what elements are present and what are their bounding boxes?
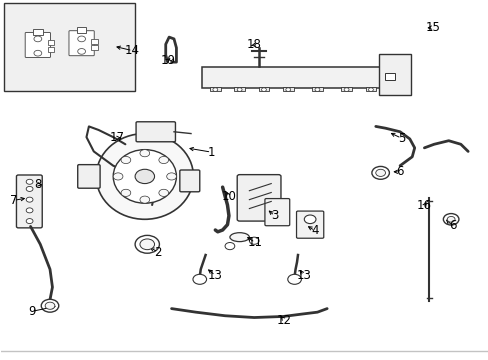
Text: 5: 5 bbox=[397, 132, 405, 145]
Text: 9: 9 bbox=[28, 305, 35, 318]
Circle shape bbox=[34, 50, 41, 56]
Circle shape bbox=[113, 173, 122, 180]
Circle shape bbox=[344, 88, 348, 91]
Circle shape bbox=[159, 189, 168, 197]
FancyBboxPatch shape bbox=[180, 170, 200, 192]
FancyBboxPatch shape bbox=[237, 175, 281, 221]
Circle shape bbox=[26, 197, 33, 202]
Circle shape bbox=[212, 88, 217, 91]
Text: 4: 4 bbox=[311, 224, 318, 237]
Circle shape bbox=[135, 169, 154, 184]
Text: 18: 18 bbox=[246, 39, 261, 51]
Circle shape bbox=[121, 189, 130, 197]
Text: 19: 19 bbox=[160, 54, 175, 67]
Circle shape bbox=[26, 186, 33, 192]
Circle shape bbox=[78, 49, 85, 54]
Text: 10: 10 bbox=[221, 190, 236, 203]
Circle shape bbox=[371, 166, 388, 179]
FancyBboxPatch shape bbox=[365, 87, 375, 91]
Text: 17: 17 bbox=[109, 131, 124, 144]
Circle shape bbox=[41, 299, 59, 312]
Circle shape bbox=[135, 235, 159, 253]
Circle shape bbox=[159, 157, 168, 163]
Circle shape bbox=[237, 88, 242, 91]
Text: 3: 3 bbox=[270, 209, 278, 222]
FancyBboxPatch shape bbox=[91, 45, 98, 50]
FancyBboxPatch shape bbox=[69, 31, 94, 56]
Ellipse shape bbox=[113, 150, 176, 203]
Circle shape bbox=[224, 243, 234, 249]
FancyBboxPatch shape bbox=[234, 87, 244, 91]
Text: 2: 2 bbox=[154, 246, 162, 258]
Circle shape bbox=[368, 88, 372, 91]
FancyBboxPatch shape bbox=[78, 165, 100, 188]
FancyBboxPatch shape bbox=[258, 87, 269, 91]
FancyBboxPatch shape bbox=[47, 40, 54, 45]
Circle shape bbox=[26, 208, 33, 213]
Ellipse shape bbox=[96, 134, 193, 219]
FancyBboxPatch shape bbox=[311, 87, 322, 91]
Text: 14: 14 bbox=[125, 44, 140, 57]
Circle shape bbox=[443, 213, 458, 225]
Circle shape bbox=[193, 274, 206, 284]
FancyBboxPatch shape bbox=[384, 73, 394, 80]
FancyBboxPatch shape bbox=[378, 54, 410, 95]
FancyBboxPatch shape bbox=[202, 67, 393, 88]
Text: 7: 7 bbox=[10, 194, 17, 207]
FancyBboxPatch shape bbox=[47, 47, 54, 52]
Circle shape bbox=[314, 88, 319, 91]
Circle shape bbox=[26, 219, 33, 224]
Circle shape bbox=[249, 237, 259, 244]
FancyBboxPatch shape bbox=[209, 87, 220, 91]
Text: 13: 13 bbox=[207, 269, 223, 282]
FancyBboxPatch shape bbox=[4, 3, 135, 91]
FancyBboxPatch shape bbox=[17, 175, 42, 228]
Text: 13: 13 bbox=[296, 269, 311, 282]
Circle shape bbox=[285, 88, 290, 91]
Circle shape bbox=[140, 196, 149, 203]
Text: 8: 8 bbox=[34, 178, 41, 191]
Circle shape bbox=[261, 88, 266, 91]
Text: 11: 11 bbox=[247, 236, 262, 249]
FancyBboxPatch shape bbox=[33, 28, 42, 35]
Text: 12: 12 bbox=[276, 314, 291, 327]
Text: 16: 16 bbox=[416, 199, 431, 212]
Circle shape bbox=[78, 36, 85, 42]
Text: 1: 1 bbox=[207, 146, 215, 159]
Circle shape bbox=[26, 179, 33, 184]
FancyBboxPatch shape bbox=[136, 122, 175, 142]
Circle shape bbox=[166, 173, 176, 180]
Text: 6: 6 bbox=[448, 219, 455, 232]
FancyBboxPatch shape bbox=[91, 39, 98, 44]
Circle shape bbox=[140, 239, 154, 249]
Circle shape bbox=[45, 302, 55, 309]
Text: 6: 6 bbox=[396, 165, 403, 178]
Circle shape bbox=[375, 169, 385, 176]
Circle shape bbox=[287, 274, 301, 284]
FancyBboxPatch shape bbox=[341, 87, 351, 91]
FancyBboxPatch shape bbox=[283, 87, 293, 91]
Circle shape bbox=[447, 216, 454, 222]
Circle shape bbox=[304, 215, 315, 224]
Circle shape bbox=[34, 36, 41, 42]
FancyBboxPatch shape bbox=[25, 32, 50, 58]
FancyBboxPatch shape bbox=[296, 211, 323, 238]
FancyBboxPatch shape bbox=[77, 27, 86, 33]
Text: 15: 15 bbox=[425, 21, 440, 34]
Circle shape bbox=[121, 157, 130, 163]
Circle shape bbox=[140, 150, 149, 157]
Ellipse shape bbox=[229, 233, 249, 242]
FancyBboxPatch shape bbox=[264, 199, 289, 226]
